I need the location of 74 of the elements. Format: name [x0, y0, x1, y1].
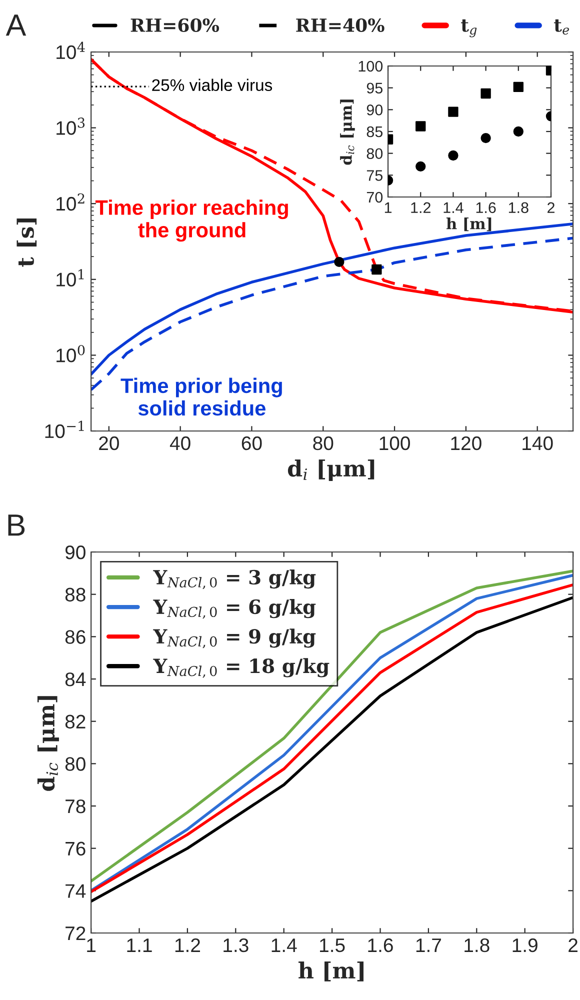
x-tick-label: 1.8 [464, 938, 490, 952]
x-tick-label: 140 [522, 436, 553, 450]
x-tick-label: 1.4 [272, 938, 297, 952]
y-tick-label: 70 [366, 192, 383, 203]
legend-label: Y$_{NaCl,0}$ = 3 g/kg [153, 570, 316, 590]
y-tick-label: 86 [65, 630, 86, 644]
y-tick-label: 10$^{1}$ [56, 269, 84, 286]
legend-label: Y$_{NaCl,0}$ = 6 g/kg [153, 599, 316, 619]
x-tick-label: 1 [384, 202, 392, 213]
y-tick-label: 88 [65, 588, 86, 602]
x-tick-label: 80 [313, 436, 334, 450]
point [513, 82, 524, 92]
legend-label: t$_{g}$ [461, 19, 477, 38]
y-tick-label: 80 [65, 757, 86, 771]
point [448, 106, 458, 117]
y-tick-label: 90 [366, 104, 383, 116]
x-tick-label: 60 [242, 436, 262, 450]
y-tick-label: 72 [66, 926, 86, 940]
text: RH=60% [130, 18, 220, 32]
x-tick-label: 1.1 [127, 938, 152, 952]
x-tick-label: 2 [568, 938, 578, 952]
x-tick-label: 1.2 [411, 202, 430, 213]
text: A [6, 14, 26, 36]
legend-label: Y$_{NaCl,0}$ = 18 g/kg [153, 658, 330, 678]
y-tick-label: 78 [66, 799, 86, 814]
point [416, 161, 426, 172]
y-tick-label: 90 [65, 545, 86, 560]
x-axis-title: h [m] [298, 962, 364, 982]
x-tick-label: 1.4 [444, 202, 464, 213]
x-tick-label: 1.5 [320, 938, 345, 952]
point [480, 132, 491, 144]
y-axis-title: d$_{ic}$ [μm] [37, 696, 59, 791]
y-tick-label: 10$^{4}$ [56, 42, 85, 60]
legend-label: t$_{e}$ [554, 19, 570, 35]
x-tick-label: 20 [99, 436, 119, 450]
point [480, 88, 491, 99]
x-tick-label: 1.8 [508, 202, 528, 214]
x-tick-label: 100 [380, 436, 410, 450]
y-axis-title: d$_{ic}$ [μm] [340, 100, 355, 165]
y-tick-label: 74 [66, 884, 86, 898]
y-tick-label: 82 [65, 714, 86, 729]
y-tick-label: 100 [358, 60, 383, 72]
x-tick-label: 2 [548, 202, 554, 213]
y-tick-label: 84 [65, 672, 86, 686]
annotation: Time prior being solid residue [120, 378, 282, 416]
y-tick-label: 10$^{−1}$ [45, 420, 84, 438]
x-axis-title: d$_{i}$ [μm] [288, 460, 374, 482]
x-tick-label: 1.2 [175, 938, 200, 952]
y-tick-label: 10$^{3}$ [56, 118, 85, 135]
x-axis-title: h [m] [446, 217, 492, 232]
x-tick-label: 1.9 [512, 938, 538, 952]
x-tick-label: 120 [451, 436, 482, 450]
annotation: Time prior reaching the ground [95, 200, 288, 242]
x-tick-label: 1.7 [416, 938, 441, 952]
x-tick-label: 40 [170, 436, 190, 450]
ref-line-label: 25% viable virus [152, 78, 272, 92]
y-tick-label: 80 [366, 148, 383, 160]
y-tick-label: 10$^{2}$ [56, 193, 84, 211]
point [513, 126, 524, 137]
y-tick-label: 95 [366, 82, 383, 94]
point [416, 121, 426, 132]
y-tick-label: 10$^{0}$ [56, 344, 85, 362]
legend-label: Y$_{NaCl,0}$ = 9 g/kg [153, 628, 316, 648]
text: B [8, 514, 25, 536]
x-tick-label: 1 [87, 938, 96, 952]
y-axis-title: t [s] [16, 218, 37, 267]
x-tick-label: 1.3 [224, 938, 248, 952]
y-tick-label: 75 [366, 170, 383, 181]
point [448, 150, 458, 161]
y-tick-label: 85 [366, 126, 383, 138]
text: RH=40% [296, 18, 384, 32]
x-tick-label: 1.6 [368, 938, 393, 952]
x-tick-label: 1.6 [476, 202, 496, 214]
y-tick-label: 76 [66, 842, 86, 856]
